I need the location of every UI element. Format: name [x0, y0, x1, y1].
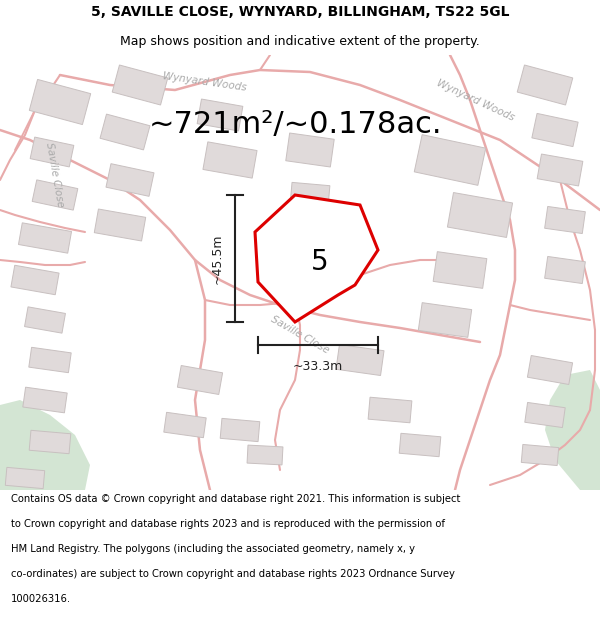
Polygon shape	[545, 370, 600, 490]
Polygon shape	[29, 348, 71, 372]
Text: Wynyard Woods: Wynyard Woods	[434, 78, 515, 122]
Polygon shape	[247, 445, 283, 465]
Polygon shape	[203, 142, 257, 178]
Text: co-ordinates) are subject to Crown copyright and database rights 2023 Ordnance S: co-ordinates) are subject to Crown copyr…	[11, 569, 455, 579]
Polygon shape	[290, 182, 330, 208]
Polygon shape	[164, 412, 206, 437]
Text: ~721m²/~0.178ac.: ~721m²/~0.178ac.	[148, 111, 442, 139]
Text: 5: 5	[311, 248, 329, 276]
Polygon shape	[29, 430, 71, 454]
Polygon shape	[418, 302, 472, 338]
Text: Saville Close: Saville Close	[44, 142, 65, 208]
Polygon shape	[106, 164, 154, 196]
Polygon shape	[532, 113, 578, 147]
Text: Wynyard Woods: Wynyard Woods	[163, 71, 248, 93]
Polygon shape	[30, 137, 74, 167]
Polygon shape	[11, 265, 59, 295]
Polygon shape	[545, 206, 586, 234]
Polygon shape	[100, 114, 150, 150]
Polygon shape	[286, 133, 334, 167]
Polygon shape	[25, 307, 65, 333]
Text: Map shows position and indicative extent of the property.: Map shows position and indicative extent…	[120, 35, 480, 48]
Polygon shape	[19, 223, 71, 253]
Text: Saville Close: Saville Close	[269, 314, 331, 356]
Polygon shape	[399, 433, 441, 457]
Polygon shape	[433, 252, 487, 288]
Polygon shape	[5, 468, 45, 489]
Text: 5, SAVILLE CLOSE, WYNYARD, BILLINGHAM, TS22 5GL: 5, SAVILLE CLOSE, WYNYARD, BILLINGHAM, T…	[91, 5, 509, 19]
Polygon shape	[32, 180, 78, 210]
Polygon shape	[368, 398, 412, 422]
Polygon shape	[414, 134, 486, 186]
Polygon shape	[197, 99, 243, 131]
Polygon shape	[545, 256, 586, 284]
Text: Contains OS data © Crown copyright and database right 2021. This information is : Contains OS data © Crown copyright and d…	[11, 494, 460, 504]
Polygon shape	[94, 209, 146, 241]
Text: HM Land Registry. The polygons (including the associated geometry, namely x, y: HM Land Registry. The polygons (includin…	[11, 544, 415, 554]
Polygon shape	[220, 418, 260, 442]
Polygon shape	[29, 79, 91, 124]
Polygon shape	[0, 400, 90, 490]
Polygon shape	[525, 402, 565, 428]
Polygon shape	[448, 192, 512, 238]
Text: ~45.5m: ~45.5m	[211, 233, 223, 284]
Text: ~33.3m: ~33.3m	[293, 361, 343, 374]
Polygon shape	[517, 65, 573, 105]
Polygon shape	[521, 444, 559, 466]
Polygon shape	[336, 344, 384, 376]
Text: to Crown copyright and database rights 2023 and is reproduced with the permissio: to Crown copyright and database rights 2…	[11, 519, 445, 529]
Polygon shape	[112, 65, 168, 105]
Polygon shape	[178, 366, 223, 394]
Text: 100026316.: 100026316.	[11, 594, 71, 604]
Polygon shape	[527, 356, 572, 384]
Polygon shape	[23, 387, 67, 413]
Polygon shape	[255, 195, 378, 322]
Polygon shape	[537, 154, 583, 186]
